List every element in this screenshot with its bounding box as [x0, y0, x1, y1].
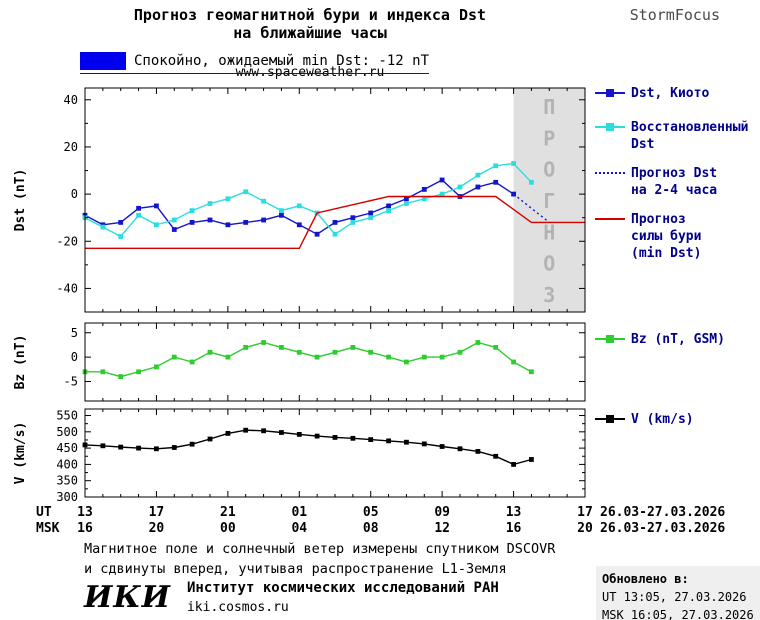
- svg-text:Р: Р: [543, 126, 555, 150]
- legend-dst-kyoto-label: Dst, Киото: [631, 86, 710, 101]
- footnote-line2: и сдвинуты вперед, учитывая распростране…: [84, 560, 507, 577]
- svg-text:350: 350: [56, 474, 78, 488]
- svg-text:16: 16: [506, 521, 522, 536]
- svg-text:Г: Г: [543, 189, 555, 213]
- institute-block: ИКИ Институт космических исследований РА…: [84, 580, 499, 615]
- brand-label: StormFocus: [629, 6, 720, 24]
- svg-text:04: 04: [291, 521, 307, 536]
- svg-text:MSK: MSK: [36, 521, 60, 536]
- v-ticks: [84, 409, 586, 498]
- iki-site-link[interactable]: iki.cosmos.ru: [186, 600, 289, 615]
- restored-dst-line: [82, 161, 534, 239]
- page-title-line2: на ближайшие часы: [233, 24, 387, 42]
- institute-name: Институт космических исследований РАН: [186, 580, 499, 596]
- svg-text:-40: -40: [56, 281, 78, 295]
- legend-forecast-dst: Прогноз Dst на 2-4 часа: [595, 166, 759, 200]
- updated-label: Обновлено в:: [602, 572, 689, 586]
- bz-line: [82, 340, 534, 379]
- svg-text:500: 500: [56, 425, 78, 439]
- legend-v: V (km/s): [595, 412, 759, 429]
- svg-text:09: 09: [434, 505, 450, 520]
- footnote: Магнитное поле и солнечный ветер измерен…: [84, 540, 555, 579]
- forecast-band: [513, 88, 585, 312]
- legend-bz: Bz (nT, GSM): [595, 332, 759, 349]
- v-y-axis-label: V (km/s): [13, 422, 28, 485]
- v-swatch-icon: [595, 413, 625, 426]
- svg-text:26.03-27.03.2026: 26.03-27.03.2026: [600, 505, 725, 520]
- svg-text:00: 00: [220, 521, 236, 536]
- header: Прогноз геомагнитной бури и индекса Dst …: [0, 6, 620, 80]
- status-color-swatch: [80, 52, 126, 70]
- legend-forecast-dst-label: Прогноз Dst на 2-4 часа: [631, 166, 718, 198]
- svg-text:0: 0: [71, 187, 78, 201]
- updated-msk: MSK 16:05, 27.03.2026: [602, 608, 754, 620]
- legend-v-label: V (km/s): [631, 412, 694, 427]
- bz-swatch-icon: [595, 333, 625, 346]
- svg-text:05: 05: [363, 505, 379, 520]
- bz-y-axis-label: Bz (nT): [13, 335, 28, 390]
- svg-text:О: О: [543, 252, 555, 276]
- status-text: Спокойно, ожидаемый min Dst: -12 nT: [134, 53, 430, 69]
- dst-y-axis-label: Dst (nT): [13, 169, 28, 232]
- legend-storm-forecast-label: Прогноз силы бури (min Dst): [631, 212, 702, 261]
- svg-text:08: 08: [363, 521, 379, 536]
- svg-text:П: П: [543, 95, 555, 119]
- dst-ticks: [84, 88, 586, 312]
- spaceweather-link[interactable]: www.spaceweather.ru: [235, 65, 385, 80]
- svg-text:20: 20: [64, 140, 78, 154]
- bz-ticks: [84, 323, 586, 401]
- v-line: [82, 427, 534, 467]
- legend-restored-dst: Восстановленный Dst: [595, 120, 759, 154]
- svg-text:17: 17: [577, 505, 593, 520]
- svg-text:40: 40: [64, 93, 78, 107]
- v-frame: [84, 408, 586, 498]
- page-title: Прогноз геомагнитной бури и индекса Dst: [133, 6, 487, 24]
- svg-text:21: 21: [220, 505, 236, 520]
- svg-text:-20: -20: [56, 234, 78, 248]
- iki-logo: ИКИ: [84, 580, 171, 615]
- svg-text:13: 13: [506, 505, 522, 520]
- svg-text:Н: Н: [543, 220, 555, 244]
- svg-text:З: З: [543, 283, 555, 307]
- svg-text:20: 20: [149, 521, 165, 536]
- svg-text:01: 01: [291, 505, 307, 520]
- updated-box: Обновлено в: UT 13:05, 27.03.2026 MSK 16…: [596, 566, 760, 620]
- forecast-dst-swatch-icon: [595, 167, 625, 180]
- svg-text:26.03-27.03.2026: 26.03-27.03.2026: [600, 521, 725, 536]
- svg-text:450: 450: [56, 441, 78, 455]
- svg-text:550: 550: [56, 409, 78, 423]
- svg-text:17: 17: [149, 505, 165, 520]
- svg-text:300: 300: [56, 490, 78, 504]
- legend-dst-kyoto: Dst, Киото: [595, 86, 759, 103]
- svg-text:UT: UT: [36, 505, 52, 520]
- svg-text:12: 12: [434, 521, 450, 536]
- updated-ut: UT 13:05, 27.03.2026: [602, 590, 747, 604]
- storm-forecast-swatch-icon: [595, 213, 625, 226]
- svg-text:5: 5: [71, 326, 78, 340]
- dst-frame: [84, 87, 586, 313]
- restored-dst-swatch-icon: [595, 121, 625, 134]
- svg-text:16: 16: [77, 521, 93, 536]
- svg-text:-5: -5: [64, 375, 78, 389]
- legend-restored-dst-label: Восстановленный Dst: [631, 120, 749, 152]
- x-axis-labels: UTMSK1316172021000104050809121316172026.…: [36, 505, 725, 536]
- svg-text:20: 20: [577, 521, 593, 536]
- storm-forecast-line: [85, 195, 585, 250]
- legend-storm-forecast: Прогноз силы бури (min Dst): [595, 212, 759, 263]
- svg-text:400: 400: [56, 457, 78, 471]
- footnote-line1: Магнитное поле и солнечный ветер измерен…: [84, 541, 556, 557]
- bz-frame: [84, 322, 586, 402]
- legend-bz-label: Bz (nT, GSM): [631, 332, 725, 347]
- status-bar: Спокойно, ожидаемый min Dst: -12 nT: [80, 52, 430, 74]
- svg-text:13: 13: [77, 505, 93, 520]
- dst-kyoto-swatch-icon: [595, 87, 625, 100]
- svg-text:О: О: [543, 158, 555, 182]
- svg-text:0: 0: [71, 350, 78, 364]
